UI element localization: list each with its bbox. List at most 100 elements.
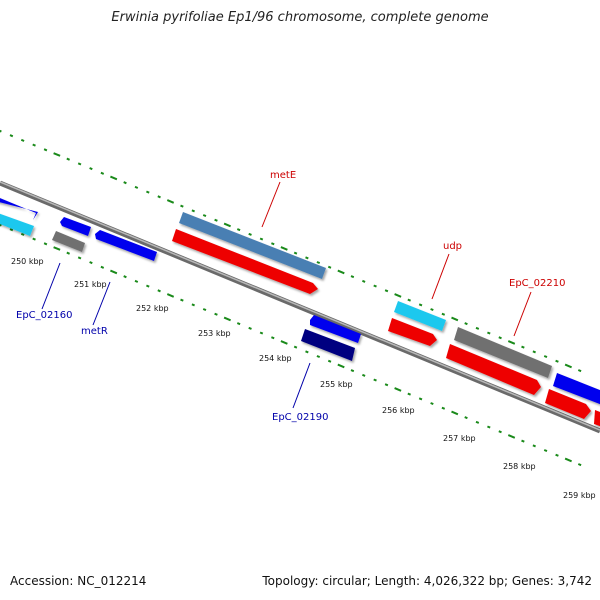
major-tick (394, 387, 402, 392)
gene-EpC_02160[interactable] (52, 231, 85, 252)
minor-tick (293, 251, 298, 255)
minor-tick (577, 369, 582, 373)
label-metE[interactable]: metE (270, 170, 296, 181)
minor-tick (123, 181, 127, 185)
minor-tick (555, 453, 559, 457)
minor-tick (418, 397, 423, 401)
minor-tick (66, 251, 70, 255)
minor-tick (146, 190, 150, 194)
inner-tick-marks (0, 223, 582, 467)
gene-left-blue[interactable] (0, 196, 38, 220)
minor-tick (316, 261, 321, 265)
minor-tick (43, 242, 48, 246)
gene-metE[interactable] (179, 212, 326, 279)
major-tick (451, 316, 459, 322)
label-EpC_02190[interactable]: EpC_02190 (272, 412, 328, 423)
major-tick (507, 340, 516, 345)
minor-tick (543, 355, 548, 359)
minor-tick (418, 303, 423, 307)
gene-red-1[interactable] (172, 229, 318, 294)
minor-tick (475, 420, 480, 424)
gene-EpC_02210[interactable] (454, 327, 552, 378)
minor-tick (373, 284, 377, 288)
minor-tick (464, 416, 468, 420)
minor-tick (521, 345, 525, 349)
accession-text: Accession: NC_012214 (10, 574, 147, 588)
major-tick (337, 269, 345, 275)
major-tick (280, 246, 288, 251)
minor-tick (248, 326, 252, 330)
minor-tick (180, 298, 184, 302)
minor-tick (407, 392, 411, 396)
major-tick (564, 457, 572, 463)
minor-tick (327, 265, 332, 269)
kbp-label: 253 kbp (198, 329, 231, 338)
topology-text: Topology: circular; Length: 4,026,322 bp… (262, 574, 592, 588)
minor-tick (180, 204, 184, 208)
major-tick (166, 293, 175, 298)
label-EpC_02210[interactable]: EpC_02210 (509, 278, 565, 289)
gene-left-cyan[interactable] (0, 212, 34, 236)
minor-tick (293, 345, 298, 349)
label-leaders (41, 181, 532, 409)
minor-tick (89, 167, 93, 171)
minor-tick (430, 402, 434, 406)
gene-red-5[interactable] (594, 410, 600, 428)
minor-tick (475, 326, 480, 330)
gene-small-blue-arrow[interactable] (60, 217, 91, 236)
minor-tick (77, 162, 82, 166)
minor-tick (134, 279, 139, 283)
chromosome-backbone (0, 180, 600, 434)
minor-tick (430, 308, 434, 312)
kbp-tick-labels: 250 kbp 251 kbp 252 kbp 253 kbp 254 kbp 255 k… (11, 257, 596, 500)
kbp-label: 257 kbp (443, 434, 476, 443)
minor-tick (100, 265, 105, 269)
minor-tick (191, 209, 195, 213)
minor-tick (259, 331, 264, 335)
minor-tick (521, 439, 525, 443)
gene-red-4[interactable] (545, 389, 591, 419)
minor-tick (362, 373, 366, 377)
minor-tick (487, 331, 491, 335)
map-title: Erwinia pyrifoliae Ep1/96 chromosome, co… (111, 10, 489, 25)
minor-tick (271, 336, 275, 340)
minor-tick (236, 322, 241, 326)
gene-red-3[interactable] (446, 344, 541, 395)
minor-tick (214, 312, 218, 316)
minor-tick (123, 275, 127, 279)
minor-tick (532, 444, 536, 448)
gene-EpC_02190[interactable] (301, 329, 355, 361)
minor-tick (384, 289, 389, 293)
minor-tick (236, 228, 241, 232)
gene-features (0, 196, 600, 428)
minor-tick (441, 406, 446, 410)
minor-tick (350, 369, 355, 373)
minor-tick (305, 256, 309, 260)
gene-metR[interactable] (95, 230, 157, 261)
label-metR[interactable]: metR (81, 326, 108, 337)
minor-tick (327, 359, 332, 363)
major-tick (337, 363, 345, 369)
minor-tick (305, 350, 309, 354)
minor-tick (316, 355, 321, 359)
minor-tick (100, 171, 105, 175)
outer-tick-marks (0, 129, 582, 373)
minor-tick (498, 336, 502, 340)
gene-blue-2190a[interactable] (310, 315, 361, 343)
minor-tick (384, 383, 389, 387)
major-tick (451, 410, 459, 416)
label-EpC_02160[interactable]: EpC_02160 (16, 310, 72, 321)
minor-tick (498, 430, 502, 434)
kbp-label: 255 kbp (320, 380, 353, 389)
minor-tick (555, 359, 559, 363)
gene-right-blue[interactable] (553, 373, 600, 406)
major-tick (53, 152, 61, 157)
minor-tick (157, 195, 161, 199)
minor-tick (89, 261, 93, 265)
minor-tick (214, 218, 218, 222)
gene-red-2[interactable] (388, 318, 437, 346)
major-tick (53, 246, 61, 251)
minor-tick (9, 134, 14, 138)
label-udp[interactable]: udp (443, 241, 462, 252)
gene-udp[interactable] (394, 301, 446, 331)
